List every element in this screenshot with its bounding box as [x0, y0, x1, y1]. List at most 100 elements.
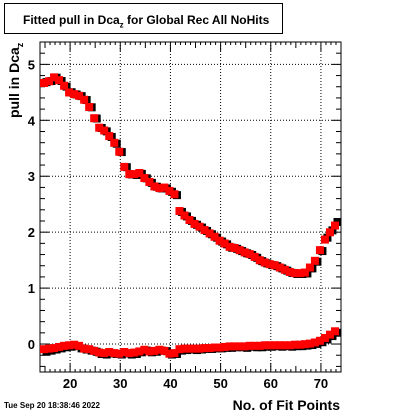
- red-sigma-marker: [210, 232, 219, 241]
- red-sigma-marker: [330, 221, 339, 230]
- red-mean-marker: [250, 341, 259, 350]
- red-mean-marker: [120, 347, 129, 356]
- red-sigma-marker: [215, 236, 224, 245]
- red-mean-marker: [55, 342, 64, 351]
- red-sigma-marker: [260, 258, 269, 267]
- red-sigma-marker: [325, 228, 334, 237]
- red-sigma-marker: [220, 239, 229, 248]
- red-mean-marker: [310, 338, 319, 347]
- red-sigma-marker: [295, 269, 304, 278]
- red-sigma-marker: [310, 256, 319, 265]
- red-mean-marker: [105, 347, 114, 356]
- red-sigma-marker: [205, 229, 214, 238]
- red-mean-marker: [235, 342, 244, 351]
- red-sigma-marker: [105, 132, 114, 141]
- red-sigma-marker: [190, 219, 199, 228]
- red-mean-marker: [295, 340, 304, 349]
- red-mean-marker: [160, 346, 169, 355]
- chart-title: Fitted pull in Dcaz for Global Rec All N…: [23, 13, 269, 29]
- red-mean-marker: [245, 341, 254, 350]
- red-mean-marker: [65, 341, 74, 350]
- red-mean-marker: [280, 341, 289, 350]
- red-mean-marker: [325, 330, 334, 339]
- red-sigma-marker: [50, 73, 59, 82]
- red-sigma-marker: [200, 226, 209, 235]
- red-mean-marker: [210, 343, 219, 352]
- red-mean-marker: [155, 345, 164, 354]
- red-sigma-marker: [150, 182, 159, 191]
- x-tick-label: 70: [314, 376, 328, 391]
- red-mean-marker: [85, 345, 94, 354]
- red-sigma-marker: [60, 81, 69, 90]
- red-sigma-marker: [245, 250, 254, 259]
- red-sigma-marker: [240, 248, 249, 257]
- red-sigma-marker: [180, 211, 189, 220]
- red-sigma-marker: [285, 268, 294, 276]
- y-axis-label-subscript: z: [14, 42, 25, 48]
- red-sigma-marker: [55, 76, 64, 85]
- data-markers: [40, 73, 342, 359]
- red-mean-marker: [255, 341, 264, 350]
- chart-title-subscript: z: [119, 20, 124, 30]
- red-sigma-marker: [85, 103, 94, 111]
- red-mean-marker: [200, 344, 209, 353]
- red-mean-marker: [300, 340, 309, 349]
- red-mean-marker: [125, 349, 134, 358]
- red-sigma-marker: [185, 215, 194, 224]
- red-sigma-marker: [320, 235, 329, 244]
- red-mean-marker: [175, 345, 184, 354]
- red-mean-marker: [185, 344, 194, 353]
- red-mean-marker: [205, 344, 214, 353]
- red-mean-marker: [140, 345, 149, 354]
- red-sigma-marker: [80, 95, 89, 104]
- red-mean-marker: [150, 346, 159, 355]
- x-tick-label: 50: [213, 376, 227, 391]
- y-tick-label: 1: [28, 281, 35, 296]
- chart-title-prefix: Fitted pull in Dca: [23, 13, 120, 27]
- red-mean-marker: [275, 341, 284, 350]
- red-sigma-marker: [305, 263, 314, 272]
- red-mean-marker: [135, 347, 144, 356]
- red-sigma-marker: [160, 183, 169, 192]
- plot-frame: [39, 41, 342, 373]
- red-sigma-marker: [270, 261, 279, 270]
- red-sigma-marker: [120, 162, 129, 171]
- red-sigma-marker: [255, 256, 264, 265]
- red-mean-marker: [100, 349, 109, 358]
- y-tick-label: 3: [28, 169, 35, 184]
- red-mean-marker: [80, 344, 89, 353]
- red-mean-marker: [270, 341, 279, 350]
- red-sigma-marker: [175, 207, 184, 216]
- red-sigma-marker: [275, 263, 284, 272]
- red-sigma-marker: [90, 114, 99, 123]
- red-mean-marker: [260, 341, 269, 350]
- red-sigma-marker: [45, 77, 54, 86]
- red-sigma-marker: [280, 265, 289, 274]
- red-mean-marker: [225, 342, 234, 351]
- red-sigma-marker: [75, 91, 84, 100]
- red-sigma-marker: [250, 252, 259, 261]
- x-tick-label: 20: [63, 376, 77, 391]
- red-sigma-marker: [315, 246, 324, 255]
- red-mean-marker: [240, 342, 249, 351]
- red-mean-marker: [95, 348, 104, 357]
- red-mean-marker: [70, 340, 79, 349]
- red-mean-marker: [230, 342, 239, 351]
- red-mean-marker: [195, 344, 204, 353]
- red-sigma-marker: [195, 222, 204, 231]
- y-axis-label-main: pull in Dca: [6, 47, 22, 118]
- x-tick-label: 30: [113, 376, 127, 391]
- red-mean-marker: [330, 327, 339, 336]
- red-mean-marker: [285, 341, 294, 350]
- red-mean-marker: [265, 341, 274, 350]
- red-mean-marker: [50, 344, 59, 353]
- red-sigma-marker: [225, 242, 234, 251]
- red-sigma-marker: [155, 184, 164, 193]
- red-sigma-marker: [170, 190, 179, 199]
- red-mean-marker: [170, 349, 179, 358]
- red-sigma-marker: [110, 138, 119, 147]
- axis-tick-labels: 20 30 40 50 60 70 0 1 2 3 4 5: [28, 57, 328, 391]
- red-mean-marker: [315, 336, 324, 345]
- red-sigma-marker: [65, 88, 74, 97]
